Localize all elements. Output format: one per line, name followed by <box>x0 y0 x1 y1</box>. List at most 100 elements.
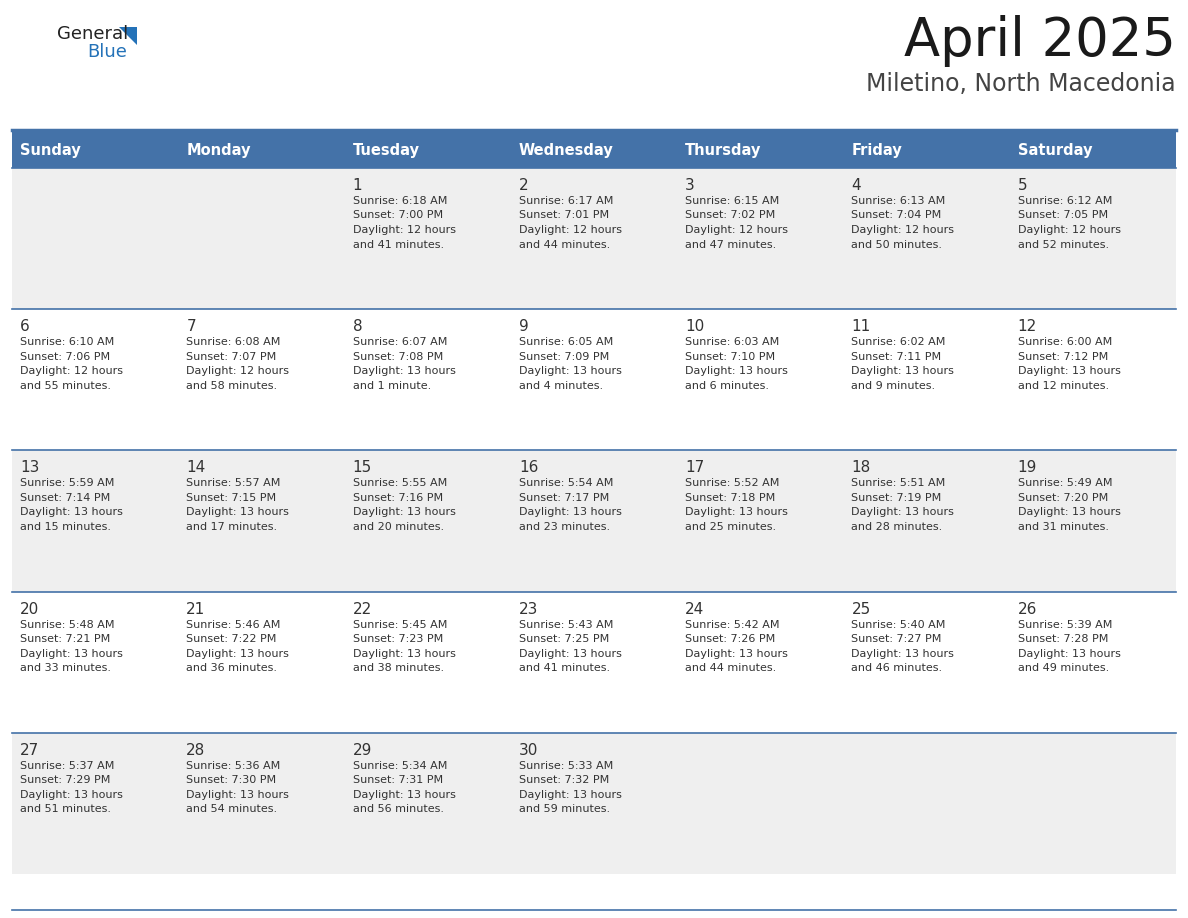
Bar <box>1010 309 1176 451</box>
Polygon shape <box>119 27 137 45</box>
Text: 28: 28 <box>187 743 206 757</box>
Bar <box>178 132 345 168</box>
Text: and 41 minutes.: and 41 minutes. <box>519 663 609 673</box>
Text: Sunrise: 6:00 AM: Sunrise: 6:00 AM <box>1018 337 1112 347</box>
Bar <box>345 451 511 591</box>
Text: 15: 15 <box>353 461 372 476</box>
Text: Sunset: 7:11 PM: Sunset: 7:11 PM <box>852 352 942 362</box>
Text: Sunset: 7:18 PM: Sunset: 7:18 PM <box>685 493 776 503</box>
Text: Sunset: 7:23 PM: Sunset: 7:23 PM <box>353 634 443 644</box>
Text: Daylight: 13 hours: Daylight: 13 hours <box>519 649 621 658</box>
Text: Daylight: 13 hours: Daylight: 13 hours <box>20 508 122 518</box>
Text: Daylight: 13 hours: Daylight: 13 hours <box>187 508 289 518</box>
Text: Sunrise: 5:43 AM: Sunrise: 5:43 AM <box>519 620 613 630</box>
Text: General: General <box>57 25 128 43</box>
Text: and 1 minute.: and 1 minute. <box>353 381 431 391</box>
Text: and 56 minutes.: and 56 minutes. <box>353 804 443 814</box>
Text: 4: 4 <box>852 178 861 193</box>
Text: Daylight: 13 hours: Daylight: 13 hours <box>1018 649 1120 658</box>
Bar <box>178 168 345 309</box>
Bar <box>677 309 843 451</box>
Text: Sunset: 7:28 PM: Sunset: 7:28 PM <box>1018 634 1108 644</box>
Text: Sunset: 7:12 PM: Sunset: 7:12 PM <box>1018 352 1108 362</box>
Text: Daylight: 13 hours: Daylight: 13 hours <box>519 508 621 518</box>
Text: Sunrise: 6:13 AM: Sunrise: 6:13 AM <box>852 196 946 206</box>
Text: Sunrise: 5:45 AM: Sunrise: 5:45 AM <box>353 620 447 630</box>
Text: and 58 minutes.: and 58 minutes. <box>187 381 278 391</box>
Text: Sunset: 7:02 PM: Sunset: 7:02 PM <box>685 210 776 220</box>
Text: Sunset: 7:01 PM: Sunset: 7:01 PM <box>519 210 609 220</box>
Text: and 54 minutes.: and 54 minutes. <box>187 804 278 814</box>
Text: Daylight: 12 hours: Daylight: 12 hours <box>1018 225 1120 235</box>
Bar <box>12 591 178 733</box>
Bar <box>178 309 345 451</box>
Text: Sunrise: 5:49 AM: Sunrise: 5:49 AM <box>1018 478 1112 488</box>
Text: and 55 minutes.: and 55 minutes. <box>20 381 110 391</box>
Text: Daylight: 13 hours: Daylight: 13 hours <box>353 508 455 518</box>
Text: Sunset: 7:26 PM: Sunset: 7:26 PM <box>685 634 776 644</box>
Bar <box>1010 591 1176 733</box>
Bar <box>345 309 511 451</box>
Text: Saturday: Saturday <box>1018 142 1092 158</box>
Text: Sunrise: 5:51 AM: Sunrise: 5:51 AM <box>852 478 946 488</box>
Text: Daylight: 13 hours: Daylight: 13 hours <box>685 649 788 658</box>
Text: and 44 minutes.: and 44 minutes. <box>685 663 777 673</box>
Text: and 33 minutes.: and 33 minutes. <box>20 663 110 673</box>
Text: Sunrise: 6:03 AM: Sunrise: 6:03 AM <box>685 337 779 347</box>
Text: Daylight: 13 hours: Daylight: 13 hours <box>353 366 455 376</box>
Text: Sunset: 7:17 PM: Sunset: 7:17 PM <box>519 493 609 503</box>
Text: Sunrise: 5:57 AM: Sunrise: 5:57 AM <box>187 478 280 488</box>
Text: Daylight: 13 hours: Daylight: 13 hours <box>519 789 621 800</box>
Text: Sunrise: 5:52 AM: Sunrise: 5:52 AM <box>685 478 779 488</box>
Text: Miletino, North Macedonia: Miletino, North Macedonia <box>866 72 1176 96</box>
Text: Tuesday: Tuesday <box>353 142 419 158</box>
Text: Daylight: 12 hours: Daylight: 12 hours <box>852 225 954 235</box>
Text: 14: 14 <box>187 461 206 476</box>
Text: and 25 minutes.: and 25 minutes. <box>685 522 776 532</box>
Bar <box>511 451 677 591</box>
Bar <box>178 451 345 591</box>
Text: Daylight: 13 hours: Daylight: 13 hours <box>187 649 289 658</box>
Text: and 38 minutes.: and 38 minutes. <box>353 663 443 673</box>
Text: Sunrise: 5:37 AM: Sunrise: 5:37 AM <box>20 761 114 771</box>
Text: Daylight: 12 hours: Daylight: 12 hours <box>353 225 455 235</box>
Text: Sunrise: 5:42 AM: Sunrise: 5:42 AM <box>685 620 779 630</box>
Text: 8: 8 <box>353 319 362 334</box>
Text: Sunset: 7:05 PM: Sunset: 7:05 PM <box>1018 210 1108 220</box>
Text: Daylight: 12 hours: Daylight: 12 hours <box>685 225 788 235</box>
Text: and 41 minutes.: and 41 minutes. <box>353 240 443 250</box>
Bar <box>1010 451 1176 591</box>
Text: Sunset: 7:30 PM: Sunset: 7:30 PM <box>187 776 277 785</box>
Bar <box>12 309 178 451</box>
Text: Daylight: 13 hours: Daylight: 13 hours <box>20 789 122 800</box>
Text: Sunset: 7:10 PM: Sunset: 7:10 PM <box>685 352 776 362</box>
Bar <box>345 733 511 874</box>
Text: Sunrise: 6:05 AM: Sunrise: 6:05 AM <box>519 337 613 347</box>
Text: 30: 30 <box>519 743 538 757</box>
Text: Daylight: 13 hours: Daylight: 13 hours <box>353 789 455 800</box>
Text: Sunset: 7:21 PM: Sunset: 7:21 PM <box>20 634 110 644</box>
Text: 6: 6 <box>20 319 30 334</box>
Text: Sunrise: 5:40 AM: Sunrise: 5:40 AM <box>852 620 946 630</box>
Text: Sunset: 7:00 PM: Sunset: 7:00 PM <box>353 210 443 220</box>
Text: 26: 26 <box>1018 601 1037 617</box>
Text: Sunrise: 6:07 AM: Sunrise: 6:07 AM <box>353 337 447 347</box>
Text: 29: 29 <box>353 743 372 757</box>
Text: and 15 minutes.: and 15 minutes. <box>20 522 110 532</box>
Bar <box>677 451 843 591</box>
Text: Sunrise: 6:12 AM: Sunrise: 6:12 AM <box>1018 196 1112 206</box>
Text: Sunrise: 5:55 AM: Sunrise: 5:55 AM <box>353 478 447 488</box>
Bar <box>677 591 843 733</box>
Bar <box>843 451 1010 591</box>
Bar <box>843 132 1010 168</box>
Text: Daylight: 13 hours: Daylight: 13 hours <box>519 366 621 376</box>
Text: Sunset: 7:09 PM: Sunset: 7:09 PM <box>519 352 609 362</box>
Text: Daylight: 13 hours: Daylight: 13 hours <box>685 508 788 518</box>
Text: and 36 minutes.: and 36 minutes. <box>187 663 277 673</box>
Text: Sunrise: 6:17 AM: Sunrise: 6:17 AM <box>519 196 613 206</box>
Bar <box>1010 132 1176 168</box>
Text: and 31 minutes.: and 31 minutes. <box>1018 522 1108 532</box>
Bar <box>178 733 345 874</box>
Text: 19: 19 <box>1018 461 1037 476</box>
Text: Sunset: 7:29 PM: Sunset: 7:29 PM <box>20 776 110 785</box>
